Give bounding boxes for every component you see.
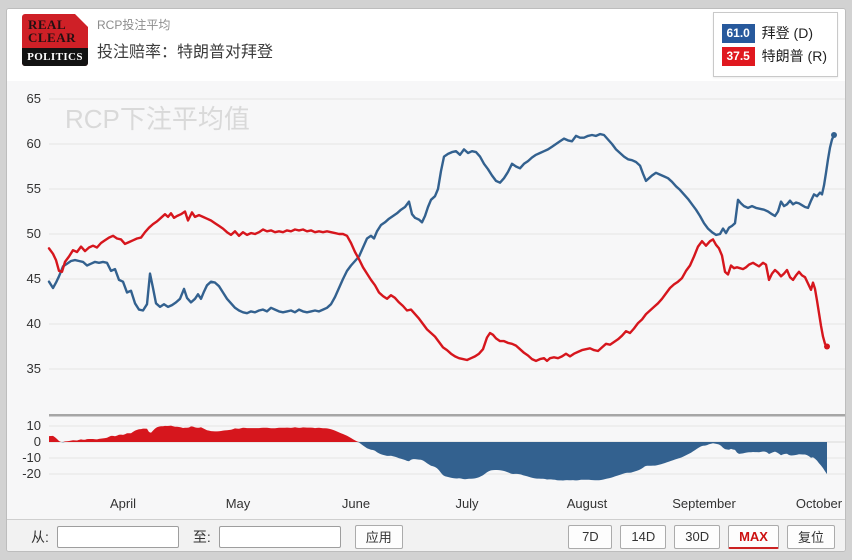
x-axis-month-label: April — [110, 496, 136, 511]
legend-row-trump: 37.5 特朗普 (R) — [721, 46, 827, 66]
y-axis-tick: 60 — [27, 136, 41, 151]
logo-line-politics: POLITICS — [22, 48, 88, 66]
date-from-input[interactable] — [56, 525, 179, 548]
spread-axis-tick: 10 — [27, 418, 41, 433]
trump-line-end-dot — [824, 343, 830, 350]
trump-line — [47, 210, 829, 363]
logo-fold-corner — [75, 14, 88, 27]
x-axis-month-label: July — [455, 496, 479, 511]
logo-line-real: REAL — [28, 17, 67, 32]
y-axis-tick: 40 — [27, 316, 41, 331]
spread-axis-tick: 0 — [34, 434, 41, 449]
apply-button[interactable]: 应用 — [354, 524, 403, 549]
y-axis-tick: 65 — [27, 91, 41, 106]
range-14d-button[interactable]: 14D — [620, 524, 667, 549]
biden-value-badge: 61.0 — [721, 23, 755, 43]
y-axis-tick: 35 — [27, 361, 41, 376]
x-axis-month-label: August — [567, 496, 608, 511]
y-axis-tick: 50 — [27, 226, 41, 241]
chart-card: REAL CLEAR POLITICS RCP投注平均 投注赔率：特朗普对拜登 … — [6, 8, 846, 552]
to-label: 至: — [192, 528, 211, 545]
legend-row-biden: 61.0 拜登 (D) — [721, 23, 827, 43]
range-max-button[interactable]: MAX — [728, 524, 779, 549]
spread-axis-tick: -20 — [22, 466, 41, 481]
chart-area: 65 60 55 50 45 40 35 RCP下注平均值 10 0 -10 -20 April May J… — [7, 81, 846, 519]
x-axis-month-label: May — [226, 496, 251, 511]
y-axis-tick: 45 — [27, 271, 41, 286]
range-7d-button[interactable]: 7D — [568, 524, 613, 549]
chart-subtitle: RCP投注平均 — [97, 18, 171, 32]
x-axis-month-label: October — [796, 496, 843, 511]
x-axis-month-label: September — [672, 496, 736, 511]
spread-positive-fill — [49, 425, 827, 442]
bottom-toolbar: 从: 至: 应用 7D 14D 30D MAX 复位 — [7, 519, 845, 551]
reset-button[interactable]: 复位 — [786, 524, 835, 549]
trump-legend-label: 特朗普 (R) — [761, 48, 827, 64]
title-block: RCP投注平均 投注赔率：特朗普对拜登 — [97, 16, 273, 62]
biden-line-end-dot — [831, 132, 837, 138]
biden-legend-label: 拜登 (D) — [761, 25, 813, 41]
biden-line — [47, 132, 836, 315]
spread-negative-fill — [49, 442, 827, 481]
y-axis-tick: 55 — [27, 181, 41, 196]
spread-axis-tick: -10 — [22, 450, 41, 465]
x-axis-month-label: June — [342, 496, 370, 511]
rcp-logo: REAL CLEAR POLITICS — [22, 14, 88, 66]
range-30d-button[interactable]: 30D — [674, 524, 721, 549]
chart-watermark: RCP下注平均值 — [65, 104, 250, 134]
from-label: 从: — [31, 528, 49, 545]
date-to-input[interactable] — [218, 525, 341, 548]
logo-line-clear: CLEAR — [28, 30, 77, 45]
trump-value-badge: 37.5 — [721, 46, 755, 66]
header: REAL CLEAR POLITICS RCP投注平均 投注赔率：特朗普对拜登 … — [7, 9, 845, 82]
legend-box: 61.0 拜登 (D) 37.5 特朗普 (R) — [712, 12, 838, 77]
betting-odds-chart[interactable]: 65 60 55 50 45 40 35 RCP下注平均值 100-10-20 April May J… — [7, 81, 846, 519]
chart-title: 投注赔率：特朗普对拜登 — [97, 44, 274, 61]
